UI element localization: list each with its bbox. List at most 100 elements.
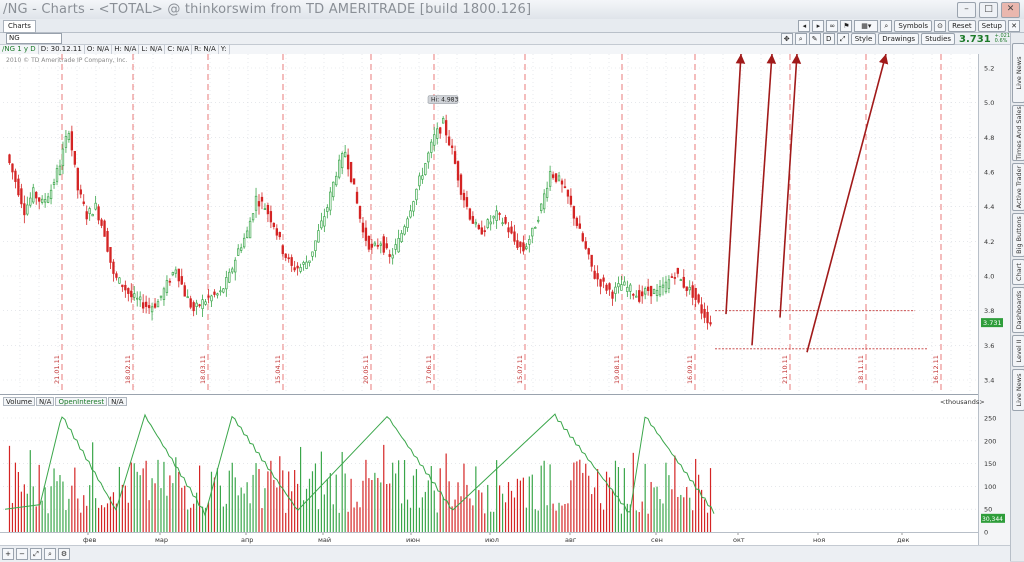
candle-body	[124, 284, 127, 291]
candle-body	[40, 198, 44, 203]
candle-body	[320, 220, 323, 229]
price-chart[interactable]: 2010 © TD Ameritrade IP Company, Inc. 21.…	[0, 54, 1010, 545]
drawing-tool-icon[interactable]: ✎	[808, 33, 821, 45]
open-interest-label[interactable]: OpenInterest	[55, 397, 108, 406]
tab-charts[interactable]: Charts	[3, 20, 36, 33]
forecast-arrow	[779, 54, 802, 318]
candle-body	[409, 210, 412, 218]
candle-body	[198, 304, 201, 307]
maximize-button[interactable]: □	[979, 2, 998, 18]
candle-body	[234, 259, 237, 273]
style-button[interactable]: Style	[850, 33, 877, 45]
date-marker-label: 17.06.11	[425, 355, 433, 384]
price-tick-label: 4.8	[984, 134, 994, 142]
month-label: июл	[485, 536, 499, 544]
candle-body	[213, 291, 216, 295]
grid-layout-icon[interactable]: ▦▾	[854, 20, 879, 32]
info-symbol[interactable]: /NG 1 y D	[0, 45, 39, 54]
candle-body	[329, 191, 332, 211]
flag-icon[interactable]: ⚑	[840, 20, 853, 32]
candle-body	[578, 223, 581, 229]
candle-body	[548, 171, 552, 187]
candle-body	[97, 206, 100, 221]
candle-body	[23, 203, 26, 216]
sidebar-tab-active-trader[interactable]: Active Trader	[1012, 163, 1024, 211]
price-tick-label: 3.6	[984, 342, 994, 350]
price-change-percent: 0.6%	[994, 38, 1008, 44]
candle-body	[299, 267, 302, 272]
candle-body	[266, 204, 270, 215]
sidebar-tab-times-and-sales[interactable]: Times And Sales	[1012, 105, 1024, 161]
candle-body	[272, 222, 276, 227]
zoom-out-icon[interactable]: −	[16, 548, 28, 560]
crosshair-icon[interactable]: ✥	[780, 33, 793, 45]
candle-body	[673, 277, 677, 279]
minimize-button[interactable]: –	[957, 2, 976, 18]
volume-tick-label: 250	[984, 415, 996, 423]
drawings-button[interactable]: Drawings	[878, 33, 920, 45]
studies-button[interactable]: Studies	[921, 33, 956, 45]
settings-icon[interactable]: ⚙	[58, 548, 70, 560]
volume-panel-header: Volume N/A OpenInterest N/A	[3, 397, 128, 406]
day-aggregation-button[interactable]: D	[822, 33, 835, 45]
magnify-icon[interactable]: ⌕	[44, 548, 56, 560]
pin-icon[interactable]: ⊙	[934, 20, 947, 32]
candle-body	[26, 204, 29, 215]
candle-body	[216, 293, 219, 296]
candle-body	[664, 281, 668, 293]
sidebar-tab-big-buttons[interactable]: Big Buttons	[1012, 213, 1024, 257]
candle-body	[483, 230, 486, 232]
month-label: авг	[565, 536, 577, 544]
magnifier-icon[interactable]: ⌕	[794, 33, 807, 45]
reset-button[interactable]: Reset	[948, 20, 976, 32]
candle-body	[614, 286, 617, 294]
link-icon[interactable]: ∞	[826, 20, 839, 32]
zoom-in-icon[interactable]: +	[2, 548, 14, 560]
candle-body	[29, 197, 32, 206]
fit-icon[interactable]: ⤢	[30, 548, 42, 560]
last-price-badge-bg	[981, 318, 1003, 328]
candle-body	[314, 240, 317, 251]
candle-body	[554, 173, 558, 182]
candle-body	[534, 227, 537, 229]
zoom-icon[interactable]: ⌕	[880, 20, 893, 32]
candle-body	[468, 208, 472, 220]
candle-body	[94, 202, 97, 210]
close-panel-icon[interactable]: ✕	[1008, 20, 1020, 32]
price-tick-label: 3.8	[984, 307, 994, 315]
candle-body	[599, 279, 602, 287]
candle-body	[706, 311, 709, 324]
candle-body	[444, 120, 448, 136]
sidebar-tab-live-news[interactable]: Live News	[1012, 43, 1024, 103]
candle-body	[486, 219, 489, 228]
candle-body	[596, 273, 599, 280]
sidebar-tab-chart[interactable]: Chart	[1012, 259, 1024, 285]
candle-body	[439, 127, 442, 134]
candle-body	[540, 203, 543, 212]
sidebar-tab-level-ii[interactable]: Level II	[1012, 335, 1024, 367]
volume-label[interactable]: Volume	[3, 397, 36, 406]
forward-icon[interactable]: ▸	[812, 20, 825, 32]
candle-body	[248, 220, 252, 239]
candle-body	[82, 201, 85, 204]
candle-body	[79, 189, 82, 195]
candle-body	[189, 298, 192, 308]
sidebar-tab-live-news-2[interactable]: Live News	[1012, 369, 1024, 411]
setup-button[interactable]: Setup	[977, 20, 1006, 32]
candle-body	[162, 288, 166, 300]
candle-body	[649, 285, 653, 297]
candle-body	[397, 237, 400, 253]
date-marker-label: 21.01.11	[53, 355, 61, 384]
pan-icon[interactable]: ⤢	[836, 33, 849, 45]
back-icon[interactable]: ◂	[798, 20, 811, 32]
candle-body	[418, 175, 421, 187]
candle-body	[557, 175, 561, 181]
symbols-button[interactable]: Symbols	[894, 20, 933, 32]
candle-body	[207, 295, 210, 298]
price-tick-label: 4.0	[984, 273, 994, 281]
symbol-input[interactable]: NG	[6, 33, 62, 44]
candle-body	[355, 191, 359, 204]
sidebar-tab-dashboards[interactable]: Dashboards	[1012, 287, 1024, 333]
candle-body	[608, 283, 611, 290]
close-button[interactable]: ✕	[1001, 2, 1020, 18]
